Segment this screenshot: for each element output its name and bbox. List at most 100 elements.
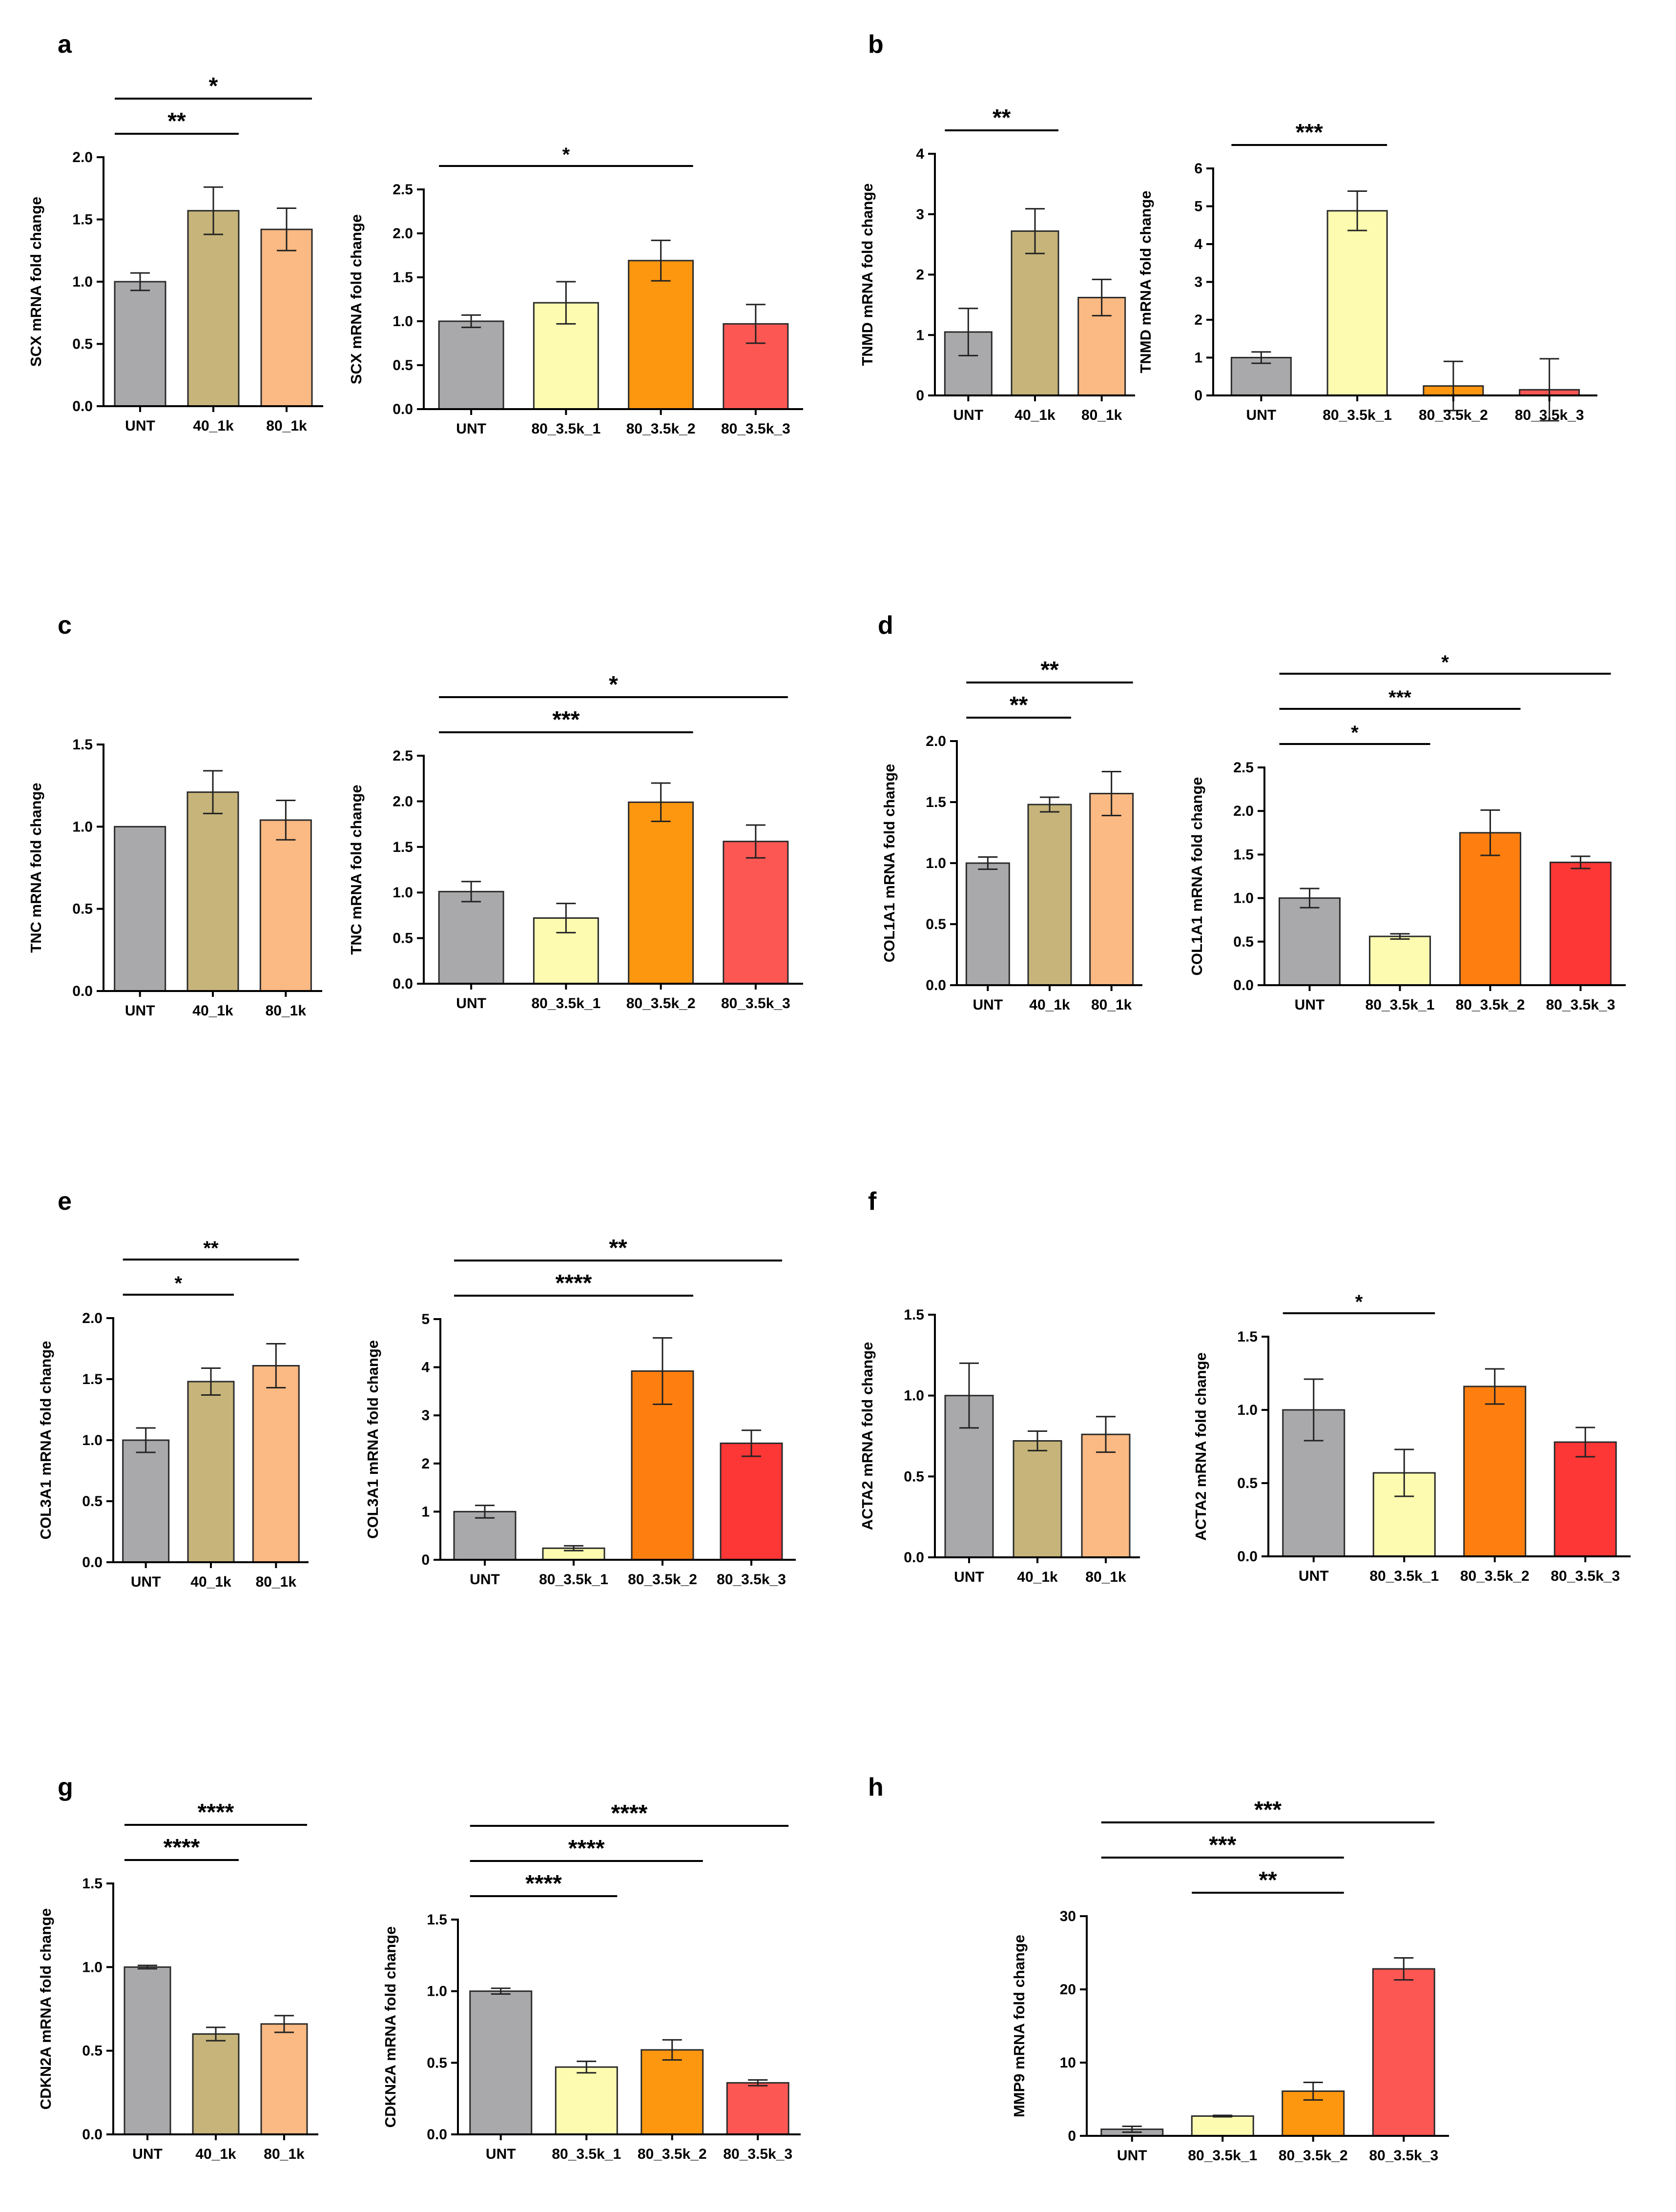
y-tick-label: 1.5 <box>393 839 413 855</box>
bar-UNT <box>469 1990 533 2135</box>
y-tick-label: 1.0 <box>1237 1402 1258 1418</box>
x-tick-label: 80_3.5k_2 <box>1460 1568 1530 1584</box>
panel-label-e: e <box>58 1187 72 1216</box>
chart-g2: 0.0 0.5 1.0 1.5 UNT 80_3.5k_1 80_3.5k_2 80_3.5k… <box>382 1800 801 2162</box>
y-axis-title: TNMD mRNA fold change <box>1137 190 1154 373</box>
y-axis-title: TNC mRNA fold change <box>27 783 44 952</box>
bar-80_3.5k_2 <box>628 260 694 410</box>
bar-40_1k <box>1027 804 1072 986</box>
bar-UNT <box>122 1439 170 1563</box>
x-tick-label: 40_1k <box>195 2146 236 2162</box>
y-axis-title: ACTA2 mRNA fold change <box>859 1342 876 1530</box>
y-tick-label: 0.5 <box>72 336 93 352</box>
panel-labels: a b c d e f g h <box>58 30 893 1801</box>
y-tick-label: 1.5 <box>72 737 93 753</box>
y-tick-label: 2 <box>421 1456 430 1472</box>
bar-UNT <box>1279 897 1341 986</box>
x-tick-label: 80_1k <box>264 2146 305 2162</box>
y-axis-title: SCX mRNA fold change <box>348 214 365 385</box>
x-tick-label: 80_3.5k_3 <box>1369 2148 1438 2164</box>
bar-UNT <box>438 890 504 985</box>
significance-stars: **** <box>611 1800 648 1826</box>
bar-80_3.5k_1 <box>555 2066 618 2135</box>
y-tick-label: 2.0 <box>926 733 946 749</box>
x-tick-label: UNT <box>131 1574 161 1590</box>
significance-stars: *** <box>552 707 579 733</box>
y-tick-label: 1.0 <box>72 819 93 835</box>
chart-b2: 0 1 2 3 4 5 6 UNT 80_3.5k_1 80_3.5k_2 80_3.5k_3 TNM… <box>1137 120 1597 423</box>
y-tick-label: 0.0 <box>82 1554 103 1571</box>
x-tick-label: UNT <box>470 1571 500 1588</box>
chart-d1: 0.0 0.5 1.0 1.5 2.0 UNT 40_1k 80_1k COL1A1 mRNA … <box>881 657 1142 1013</box>
y-tick-label: 0 <box>1194 388 1202 404</box>
y-tick-label: 1.5 <box>393 269 413 286</box>
y-tick-label: 0.5 <box>926 916 946 932</box>
y-tick-label: 4 <box>916 146 924 162</box>
y-tick-label: 0.5 <box>1237 1475 1258 1491</box>
x-tick-label: 80_3.5k_1 <box>531 421 600 437</box>
bar-80_3.5k_3 <box>723 841 789 985</box>
significance-stars: **** <box>525 1871 562 1897</box>
panel-label-g: g <box>58 1773 73 1801</box>
y-tick-label: 1.0 <box>72 274 93 290</box>
bar-80_3.5k_3 <box>1550 861 1612 986</box>
bar-80_3.5k_2 <box>628 801 694 985</box>
x-tick-label: UNT <box>486 2146 516 2162</box>
chart-f2: 0.0 0.5 1.0 1.5 UNT 80_3.5k_1 80_3.5k_2 80_3.5k… <box>1192 1291 1631 1584</box>
bar-40_1k <box>1013 1440 1062 1558</box>
bar-80_3.5k_2 <box>1459 832 1521 986</box>
y-tick-label: 0.5 <box>1233 934 1254 950</box>
y-tick-label: 1.0 <box>82 1959 103 1975</box>
y-tick-label: 0.0 <box>393 976 413 992</box>
bar-40_1k <box>187 1381 235 1563</box>
x-tick-label: 80_3.5k_2 <box>1456 997 1525 1013</box>
y-tick-label: 0.5 <box>427 2055 447 2071</box>
x-tick-label: 80_3.5k_1 <box>1188 2148 1257 2164</box>
y-tick-label: 2.0 <box>72 149 93 165</box>
x-tick-label: 80_3.5k_3 <box>723 2146 792 2162</box>
x-tick-label: 80_3.5k_3 <box>1515 407 1584 423</box>
panel-label-f: f <box>868 1187 877 1216</box>
y-tick-label: 0.0 <box>904 1550 924 1566</box>
y-tick-label: 0.0 <box>393 401 413 417</box>
y-tick-label: 0.0 <box>72 983 93 999</box>
y-tick-label: 1 <box>1194 350 1202 366</box>
y-tick-label: 1.0 <box>904 1388 924 1404</box>
significance-stars: * <box>1441 652 1449 673</box>
chart-h1: 0 10 20 30 UNT 80_3.5k_1 80_3.5k_2 80_3.5k_3 MMP… <box>1011 1797 1449 2164</box>
significance-stars: * <box>209 73 218 99</box>
panel-label-h: h <box>868 1773 884 1801</box>
y-axis-title: CDKN2A mRNA fold change <box>382 1926 399 2128</box>
x-tick-label: 40_1k <box>192 1003 233 1019</box>
x-tick-label: 80_3.5k_3 <box>717 1571 786 1588</box>
y-tick-label: 2.0 <box>82 1310 103 1326</box>
significance-stars: * <box>1355 1291 1363 1313</box>
y-tick-label: 1 <box>916 327 924 343</box>
y-tick-label: 1.0 <box>427 1984 447 2000</box>
bar-40_1k <box>186 791 239 992</box>
bar-80_1k <box>260 2023 308 2135</box>
y-tick-label: 0.0 <box>1233 977 1254 993</box>
x-tick-label: 80_3.5k_1 <box>1369 1568 1439 1584</box>
x-tick-label: 40_1k <box>1017 1569 1058 1585</box>
y-axis-title: ACTA2 mRNA fold change <box>1192 1352 1209 1541</box>
x-tick-label: 40_1k <box>190 1574 231 1590</box>
y-tick-label: 0 <box>916 388 924 404</box>
chart-a1: 0.0 0.5 1.0 1.5 2.0 UNT 40_1k 80_1k SCX mRNA fol… <box>27 73 323 434</box>
bar-UNT <box>453 1510 517 1561</box>
y-tick-label: 2.0 <box>1233 803 1254 819</box>
y-tick-label: 0.0 <box>82 2127 103 2143</box>
panel-label-d: d <box>878 611 893 640</box>
bar-UNT <box>124 1966 171 2135</box>
chart-c1: 0.0 0.5 1.0 1.5 UNT 40_1k 80_1k TNC mRNA fold c… <box>27 737 322 1019</box>
significance-stars: * <box>562 144 570 165</box>
y-axis-title: COL1A1 mRNA fold change <box>881 764 898 962</box>
bar-80_3.5k_1 <box>1191 2115 1254 2137</box>
y-tick-label: 0 <box>1068 2128 1076 2144</box>
x-tick-label: 80_3.5k_1 <box>531 995 600 1012</box>
y-tick-label: 0.5 <box>904 1468 924 1485</box>
x-tick-label: 80_3.5k_1 <box>552 2146 621 2162</box>
y-tick-label: 3 <box>916 207 924 223</box>
y-tick-label: 0.5 <box>393 930 413 947</box>
